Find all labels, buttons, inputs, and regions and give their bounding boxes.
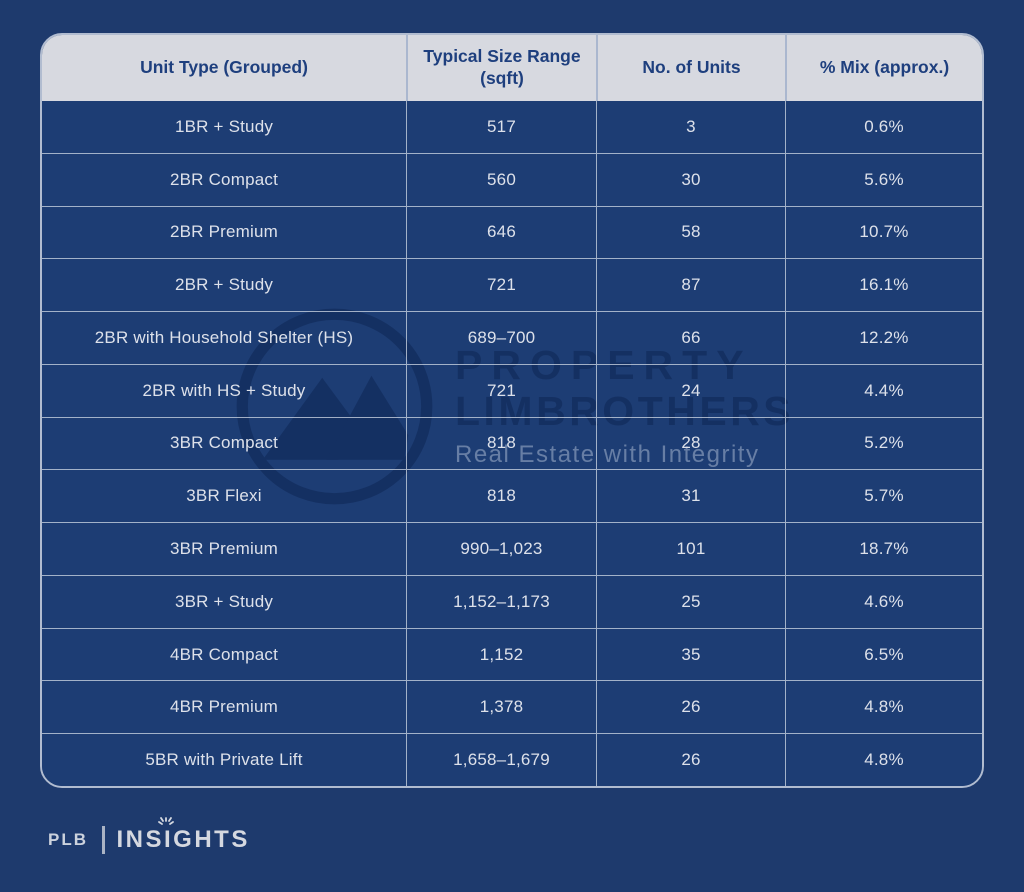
cell-mix: 0.6% <box>785 101 982 153</box>
cell-size-range: 1,378 <box>406 681 596 734</box>
cell-unit-type: 5BR with Private Lift <box>145 750 303 770</box>
footer-logo: PLB INSIGHTS <box>48 817 250 860</box>
cell-no-of-units: 35 <box>596 628 785 681</box>
insights-logo-text: INSIGHTS <box>117 817 250 854</box>
cell-no-of-units: 24 <box>596 364 785 417</box>
cell-size-range: 990–1,023 <box>406 523 596 575</box>
table-body: PROPERTY LIMBROTHERS Real Estate with In… <box>42 101 982 786</box>
table-row: 4BR Compact 1,152 35 6.5% <box>42 627 982 681</box>
cell-unit-type: 2BR + Study <box>174 275 274 295</box>
cell-mix: 10.7% <box>785 206 982 259</box>
cell-mix: 18.7% <box>785 523 982 575</box>
cell-size-range: 721 <box>406 259 596 312</box>
cell-no-of-units: 31 <box>596 470 785 523</box>
cell-size-range: 517 <box>406 101 596 153</box>
cell-unit-type: 4BR Premium <box>169 697 278 717</box>
cell-unit-type: 3BR + Study <box>174 591 274 611</box>
cell-size-range: 721 <box>406 364 596 417</box>
cell-unit-type: 3BR Compact <box>169 433 279 453</box>
cell-mix: 6.5% <box>785 628 982 681</box>
table-row: 2BR Premium 646 58 10.7% <box>42 205 982 259</box>
column-header-mix: % Mix (approx.) <box>785 35 982 101</box>
cell-mix: 5.7% <box>785 470 982 523</box>
cell-no-of-units: 28 <box>596 417 785 470</box>
column-header-size-range: Typical Size Range (sqft) <box>406 35 596 101</box>
cell-no-of-units: 30 <box>596 153 785 206</box>
cell-size-range: 1,152 <box>406 628 596 681</box>
cell-size-range: 818 <box>406 470 596 523</box>
cell-size-range: 560 <box>406 153 596 206</box>
column-header-no-of-units: No. of Units <box>596 35 785 101</box>
table-row: 2BR Compact 560 30 5.6% <box>42 152 982 206</box>
table-row: 5BR with Private Lift 1,658–1,679 26 4.8% <box>42 733 982 786</box>
cell-unit-type: 2BR with Household Shelter (HS) <box>94 327 354 347</box>
cell-mix: 4.4% <box>785 364 982 417</box>
unit-mix-table: Unit Type (Grouped) Typical Size Range (… <box>40 33 984 788</box>
cell-mix: 4.8% <box>785 681 982 734</box>
cell-no-of-units: 66 <box>596 312 785 364</box>
cell-unit-type: 3BR Premium <box>169 539 278 558</box>
cell-size-range: 818 <box>406 417 596 470</box>
table-row: 4BR Premium 1,378 26 4.8% <box>42 680 982 734</box>
cell-mix: 4.8% <box>785 734 982 786</box>
footer-divider <box>102 826 105 854</box>
cell-mix: 12.2% <box>785 312 982 364</box>
plb-logo-text: PLB <box>48 830 88 849</box>
cell-size-range: 689–700 <box>406 312 596 364</box>
cell-unit-type: 4BR Compact <box>169 644 279 664</box>
cell-no-of-units: 25 <box>596 575 785 628</box>
cell-unit-type: 2BR Compact <box>169 169 279 189</box>
cell-mix: 5.6% <box>785 153 982 206</box>
table-row: 3BR Flexi 818 31 5.7% <box>42 469 982 523</box>
table-row: 3BR + Study 1,152–1,173 25 4.6% <box>42 574 982 628</box>
table-row: 2BR with Household Shelter (HS) 689–700 66… <box>42 311 982 364</box>
cell-no-of-units: 26 <box>596 681 785 734</box>
cell-unit-type: 2BR Premium <box>169 222 278 242</box>
cell-no-of-units: 3 <box>596 101 785 153</box>
cell-mix: 4.6% <box>785 575 982 628</box>
cell-no-of-units: 101 <box>596 523 785 575</box>
table-row: 3BR Compact 818 28 5.2% <box>42 416 982 470</box>
table-header-row: Unit Type (Grouped) Typical Size Range (… <box>42 35 982 101</box>
cell-size-range: 1,152–1,173 <box>406 575 596 628</box>
table-row: 3BR Premium 990–1,023 101 18.7% <box>42 522 982 575</box>
cell-size-range: 646 <box>406 206 596 259</box>
cell-unit-type: 1BR + Study <box>174 116 274 136</box>
cell-unit-type: 3BR Flexi <box>186 486 262 506</box>
cell-unit-type: 2BR with HS + Study <box>142 380 306 400</box>
table-row: 2BR with HS + Study 721 24 4.4% <box>42 363 982 417</box>
cell-no-of-units: 26 <box>596 734 785 786</box>
cell-no-of-units: 58 <box>596 206 785 259</box>
column-header-unit-type: Unit Type (Grouped) <box>140 57 308 78</box>
cell-mix: 16.1% <box>785 259 982 312</box>
cell-mix: 5.2% <box>785 417 982 470</box>
cell-no-of-units: 87 <box>596 259 785 312</box>
table-row: 2BR + Study 721 87 16.1% <box>42 258 982 312</box>
table-row: 1BR + Study 517 3 0.6% <box>42 101 982 153</box>
lightbulb-rays-icon <box>157 817 174 825</box>
cell-size-range: 1,658–1,679 <box>406 734 596 786</box>
